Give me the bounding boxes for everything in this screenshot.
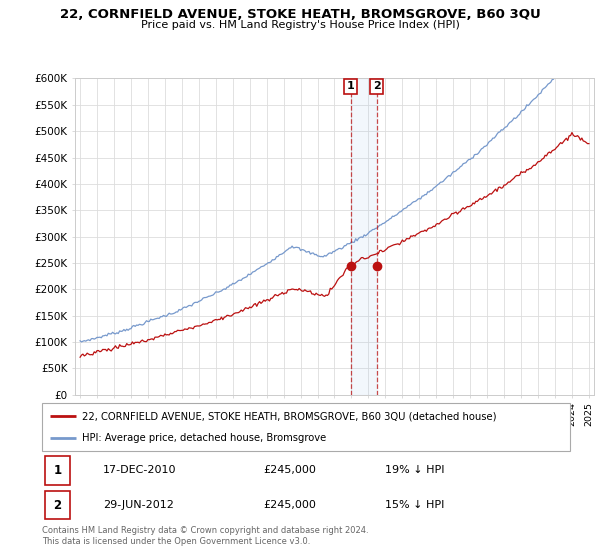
Bar bbox=[44, 456, 70, 484]
Bar bbox=[351, 78, 377, 395]
Text: Contains HM Land Registry data © Crown copyright and database right 2024.
This d: Contains HM Land Registry data © Crown c… bbox=[42, 526, 368, 546]
Text: 17-DEC-2010: 17-DEC-2010 bbox=[103, 465, 176, 475]
Bar bbox=[44, 491, 70, 519]
Text: 22, CORNFIELD AVENUE, STOKE HEATH, BROMSGROVE, B60 3QU (detached house): 22, CORNFIELD AVENUE, STOKE HEATH, BROMS… bbox=[82, 411, 496, 421]
Text: £245,000: £245,000 bbox=[264, 500, 317, 510]
Text: HPI: Average price, detached house, Bromsgrove: HPI: Average price, detached house, Brom… bbox=[82, 433, 326, 443]
Text: 19% ↓ HPI: 19% ↓ HPI bbox=[385, 465, 445, 475]
Text: 2: 2 bbox=[53, 498, 61, 512]
Text: £245,000: £245,000 bbox=[264, 465, 317, 475]
Text: 1: 1 bbox=[347, 81, 355, 91]
Text: 2: 2 bbox=[373, 81, 380, 91]
Text: 22, CORNFIELD AVENUE, STOKE HEATH, BROMSGROVE, B60 3QU: 22, CORNFIELD AVENUE, STOKE HEATH, BROMS… bbox=[59, 8, 541, 21]
Text: Price paid vs. HM Land Registry's House Price Index (HPI): Price paid vs. HM Land Registry's House … bbox=[140, 20, 460, 30]
Text: 1: 1 bbox=[53, 464, 61, 477]
Text: 29-JUN-2012: 29-JUN-2012 bbox=[103, 500, 173, 510]
Text: 15% ↓ HPI: 15% ↓ HPI bbox=[385, 500, 445, 510]
